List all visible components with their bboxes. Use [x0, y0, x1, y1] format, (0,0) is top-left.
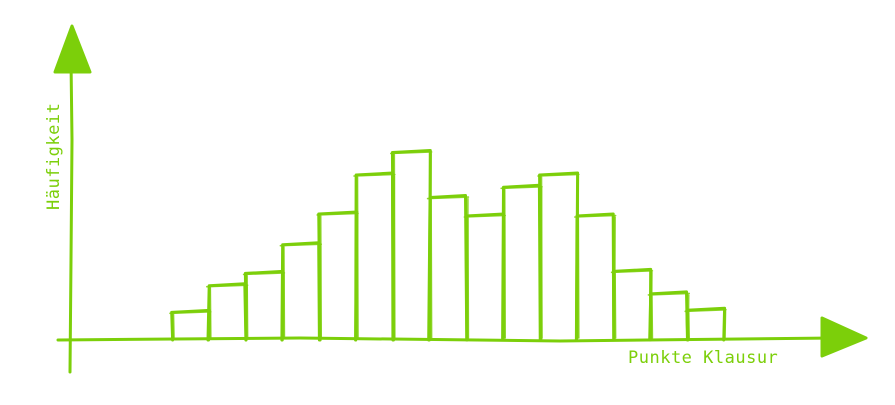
histogram-bar-sketch [684, 309, 727, 339]
histogram-bar [390, 148, 432, 342]
histogram-bar-sketch [574, 214, 617, 339]
histogram-bar-sketch [647, 292, 690, 339]
histogram-bar [206, 282, 248, 342]
histogram-bar [354, 171, 395, 342]
histogram-bar-sketch [463, 214, 506, 339]
histogram-bar-sketch [353, 173, 396, 339]
histogram-bar-sketch [426, 196, 470, 339]
histogram-bar [648, 290, 689, 342]
histogram-bar-sketch [206, 284, 249, 339]
histogram-bar-sketch [316, 212, 359, 339]
histogram-bar-sketch [242, 272, 286, 339]
histogram-bar-sketch [279, 243, 322, 339]
histogram-bar-sketch [537, 173, 580, 339]
histogram-bar [685, 306, 727, 342]
histogram-bar-sketch [610, 270, 654, 339]
histogram-bar-sketch [169, 311, 212, 339]
histogram-bar [611, 267, 653, 342]
histogram-bar [243, 269, 285, 342]
y-axis-label: Häufigkeit [44, 102, 64, 210]
bars-group [169, 148, 727, 342]
histogram-bar [427, 194, 469, 342]
histogram-bar [170, 308, 211, 342]
histogram-bar-sketch [390, 151, 433, 339]
histogram-bar [501, 183, 542, 342]
axes [53, 24, 868, 374]
histogram-bar [538, 171, 580, 342]
histogram-bar [574, 212, 616, 342]
histogram-bar-sketch [500, 186, 543, 339]
y-axis-arrowhead [53, 24, 92, 74]
histogram-bar [280, 241, 321, 342]
histogram-bar [464, 212, 506, 342]
histogram-bar [317, 210, 359, 342]
x-axis-arrowhead [820, 316, 868, 358]
y-axis-line [68, 58, 74, 374]
x-axis-label: Punkte Klausur [628, 348, 779, 368]
